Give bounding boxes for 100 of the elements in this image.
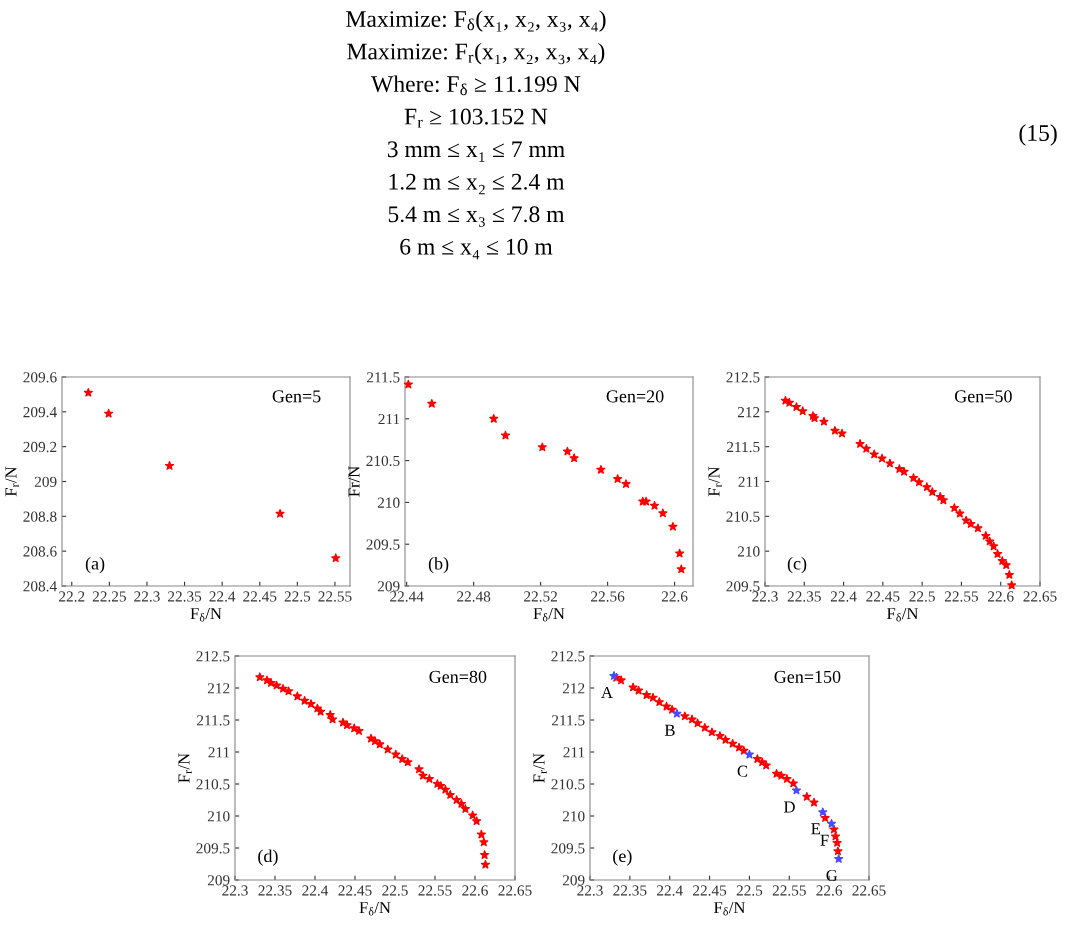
x-tick-label: 22.4 [657, 885, 683, 896]
y-axis-title: F$_{r}$/N [5, 466, 19, 497]
x-tick-label: 22.6 [462, 885, 488, 896]
x-tick-label: 22.65 [498, 885, 532, 896]
annotation: E [811, 823, 821, 835]
y-tick-label: 211 [738, 476, 760, 487]
x-tick-label: 22.35 [787, 591, 821, 602]
text: Where: F$_{δ}$ ≥ 11.199 N [371, 75, 581, 96]
text: Maximize: F$_{δ}$(x₁, x₂, x₃, x₄) [346, 10, 606, 32]
annotation: (d) [258, 849, 278, 866]
x-tick-label: 22.55 [944, 591, 979, 602]
y-tick-label: 211 [208, 747, 230, 758]
y-tick-label: 211.5 [367, 372, 400, 383]
y-tick-label: 209 [34, 476, 57, 487]
x-tick-label: 22.5 [382, 885, 408, 896]
text: Maximize: F$_{r}$(x₁, x₂, x₃, x₄) [347, 42, 605, 65]
y-tick-label: 210.5 [726, 511, 760, 522]
x-tick-label: 22.45 [243, 591, 277, 602]
x-tick-label: 22.55 [318, 591, 352, 602]
y-tick-label: 210.5 [551, 779, 585, 790]
x-tick-label: 22.65 [1023, 591, 1057, 602]
x-tick-label: 22.65 [852, 885, 886, 896]
y-tick-label: 211.5 [552, 715, 585, 726]
y-tick-label: 209.5 [366, 539, 400, 550]
y-tick-label: 210.5 [366, 455, 400, 467]
annotation: Gen=20 [606, 390, 664, 403]
x-axis-title: F$_{δ}$/N [359, 902, 391, 916]
text: F$_{r}$ ≥ 103.152 N [404, 108, 548, 128]
y-tick-label: 209.5 [551, 843, 585, 854]
y-tick-label: 210 [562, 811, 585, 822]
text: 1.2 m ≤ x₂ ≤ 2.4 m [389, 173, 565, 195]
x-tick-label: 22.4 [830, 591, 857, 602]
x-tick-label: 22.4 [302, 885, 329, 896]
x-tick-label: 22.55 [772, 885, 806, 896]
annotation: Gen=150 [774, 670, 841, 683]
y-tick-label: 210 [737, 546, 760, 557]
x-tick-label: 22.56 [591, 591, 625, 602]
annotation: A [601, 686, 613, 698]
y-axis-title: F$_{r}$/N [708, 466, 722, 497]
annotation: D [783, 801, 795, 813]
y-tick-label: 212 [207, 683, 230, 694]
y-tick-label: 211 [378, 413, 400, 425]
y-tick-label: 211.5 [197, 715, 230, 726]
x-tick-label: 22.35 [613, 885, 647, 896]
y-tick-label: 209.2 [23, 441, 57, 453]
y-tick-label: 210.5 [196, 779, 230, 790]
x-tick-label: 22.2 [59, 591, 85, 602]
y-tick-label: 208.6 [23, 546, 57, 557]
annotation: Gen=5 [272, 390, 321, 403]
text: 5.4 m ≤ x₃ ≤ 7.8 m [388, 206, 565, 227]
y-tick-label: 210 [377, 497, 400, 508]
y-tick-label: 211.5 [727, 441, 760, 453]
y-axis-title: Fr/N [348, 466, 360, 497]
y-tick-label: 212 [737, 407, 760, 418]
x-tick-label: 22.3 [752, 591, 778, 602]
annotation: Gen=50 [954, 390, 1012, 403]
x-tick-label: 22.6 [661, 591, 688, 602]
y-tick-label: 208.4 [23, 581, 57, 592]
x-tick-label: 22.3 [222, 885, 248, 896]
annotation: (c) [787, 556, 807, 574]
x-axis-title: F$_{δ}$/N [886, 608, 919, 622]
annotation: (a) [85, 556, 105, 574]
x-tick-label: 22.44 [390, 591, 424, 602]
y-axis-title: F$_{r}$/N [178, 753, 192, 783]
x-tick-label: 22.48 [457, 591, 491, 602]
text: (15) [1019, 124, 1057, 146]
y-axis-title: F$_{r}$/N [533, 753, 547, 783]
y-tick-label: 212.5 [196, 651, 230, 662]
y-tick-label: 211 [563, 747, 585, 758]
x-tick-label: 22.5 [736, 885, 763, 896]
annotation: F [820, 834, 829, 846]
x-axis-title: F$_{δ}$/N [713, 902, 746, 916]
x-tick-label: 22.35 [168, 591, 202, 602]
y-tick-label: 209.6 [23, 372, 57, 383]
y-tick-label: 210 [207, 811, 230, 822]
y-tick-label: 209.5 [726, 581, 760, 592]
x-tick-label: 22.6 [816, 885, 843, 896]
annotation: (e) [613, 849, 632, 866]
x-tick-label: 22.5 [284, 591, 311, 602]
y-tick-label: 208.8 [23, 511, 57, 522]
annotation: (b) [428, 556, 449, 574]
x-axis-title: F$_{δ}$/N [533, 608, 565, 622]
x-tick-label: 22.45 [338, 885, 372, 896]
x-tick-label: 22.52 [524, 591, 557, 602]
x-tick-label: 22.6 [988, 591, 1014, 602]
y-tick-label: 209 [377, 581, 400, 592]
x-tick-label: 22.5 [909, 591, 935, 602]
x-tick-label: 22.35 [258, 885, 292, 896]
x-tick-label: 22.3 [134, 591, 160, 602]
x-tick-label: 22.45 [693, 885, 727, 896]
x-tick-label: 22.3 [577, 885, 603, 896]
x-tick-label: 22.55 [418, 885, 452, 896]
text: 3 mm ≤ x₁ ≤ 7 mm [387, 141, 565, 162]
y-tick-label: 212.5 [551, 651, 585, 662]
y-tick-label: 209 [562, 875, 585, 886]
x-tick-label: 22.45 [866, 591, 900, 602]
y-tick-label: 212 [562, 683, 585, 694]
annotation: B [664, 724, 675, 736]
y-tick-label: 212.5 [726, 372, 760, 383]
x-axis-title: F$_{δ}$/N [190, 608, 222, 622]
